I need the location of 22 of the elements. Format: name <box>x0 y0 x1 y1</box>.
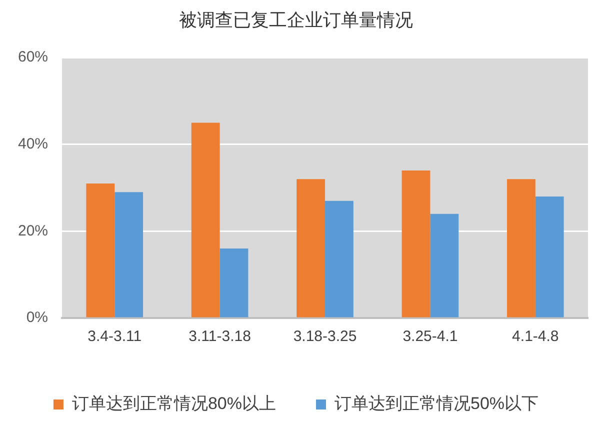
y-tick-label: 0% <box>26 309 48 326</box>
bar <box>325 200 354 318</box>
x-tick-label: 3.18-3.25 <box>293 328 357 346</box>
legend-label: 订单达到正常情况80%以上 <box>72 394 276 414</box>
y-tick-label: 40% <box>18 136 48 153</box>
y-tick-label: 60% <box>18 48 48 66</box>
x-tick-label: 3.4-3.11 <box>88 328 142 346</box>
bar <box>191 122 220 318</box>
bar <box>430 214 459 318</box>
bar <box>535 196 564 318</box>
x-tick-label: 4.1-4.8 <box>512 328 559 346</box>
y-tick-label: 20% <box>18 222 48 240</box>
bar <box>86 183 115 318</box>
x-tick-label: 3.25-4.1 <box>402 328 458 346</box>
chart-title: 被调查已复工企业订单量情况 <box>179 10 413 30</box>
bar <box>296 179 326 318</box>
bar <box>402 170 430 318</box>
bar <box>114 192 144 318</box>
legend-label: 订单达到正常情况50%以下 <box>334 394 539 414</box>
bar <box>220 248 248 318</box>
x-tick-label: 3.11-3.18 <box>188 328 251 346</box>
bar <box>507 179 536 318</box>
